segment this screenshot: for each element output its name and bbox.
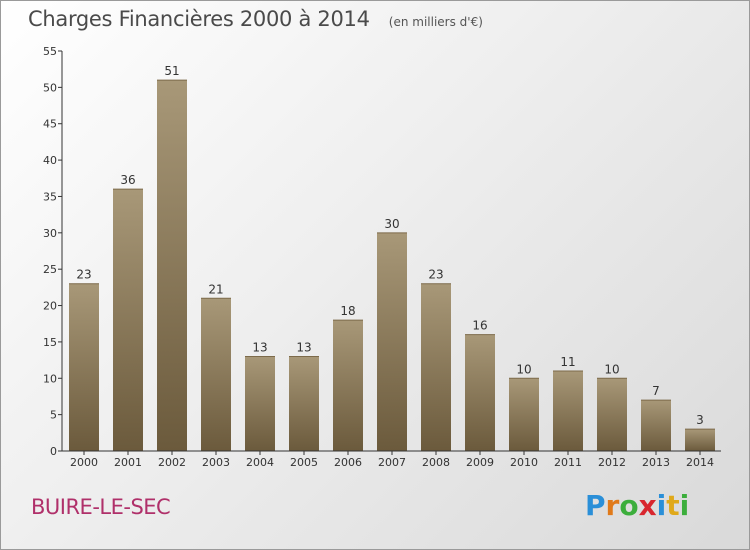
bar-value-label: 51 [164,64,179,78]
x-tick-label: 2005 [290,456,318,469]
bar-2007 [377,232,407,451]
logo-letter: t [666,489,680,522]
bar-2009 [465,334,495,451]
y-tick-label: 0 [50,445,57,458]
bar-2011 [553,371,583,451]
logo-letter: i [679,489,690,522]
bar-2008 [421,283,451,451]
bar-value-label: 23 [76,268,91,282]
x-tick-label: 2004 [246,456,274,469]
bar-value-label: 30 [384,217,399,231]
bar-value-label: 23 [428,268,443,282]
bar-value-label: 18 [340,304,355,318]
title-row: Charges Financières 2000 à 2014 (en mill… [28,7,483,31]
x-tick-label: 2010 [510,456,538,469]
bar-2010 [509,378,539,451]
bar-2005 [289,356,319,451]
bar-value-label: 13 [296,340,311,354]
bar-2003 [201,298,231,451]
y-tick-label: 10 [43,372,57,385]
x-tick-label: 2013 [642,456,670,469]
logo-letter: i [656,489,667,522]
bar-value-label: 16 [472,319,487,333]
bar-2012 [597,378,627,451]
y-tick-label: 45 [43,118,57,131]
x-tick-label: 2014 [686,456,714,469]
x-tick-label: 2006 [334,456,362,469]
x-tick-label: 2003 [202,456,230,469]
proxiti-logo: Proxiti [585,489,689,522]
bar-2002 [157,80,187,451]
bar-value-label: 10 [516,362,531,376]
x-tick-label: 2002 [158,456,186,469]
y-tick-label: 35 [43,190,57,203]
y-tick-label: 40 [43,154,57,167]
x-tick-label: 2011 [554,456,582,469]
bar-value-label: 7 [652,384,660,398]
bar-value-label: 36 [120,173,135,187]
bar-2006 [333,320,363,451]
x-tick-label: 2009 [466,456,494,469]
bar-value-label: 10 [604,362,619,376]
bar-value-label: 11 [560,355,575,369]
x-tick-label: 2000 [70,456,98,469]
y-tick-label: 20 [43,300,57,313]
x-tick-label: 2012 [598,456,626,469]
bar-2000 [69,283,99,451]
logo-letter: r [605,489,620,522]
x-tick-label: 2007 [378,456,406,469]
place-name: BUIRE-LE-SEC [31,495,171,519]
bar-value-label: 13 [252,340,267,354]
x-tick-label: 2008 [422,456,450,469]
bar-2013 [641,400,671,451]
bars-layer: 23 36 51 21 13 13 18 30 23 16 10 11 10 7 3 [69,64,715,451]
y-tick-label: 55 [43,45,57,58]
bar-value-label: 21 [208,282,223,296]
y-tick-label: 30 [43,227,57,240]
logo-letter: o [619,489,639,522]
axis-layer: 0 5 10 15 20 25 30 35 40 45 50 55 2000 2001 2002 2003 20… [43,45,721,469]
y-tick-label: 5 [50,409,57,422]
bar-value-label: 3 [696,413,704,427]
y-tick-label: 15 [43,336,57,349]
y-tick-label: 50 [43,81,57,94]
bar-2014 [685,429,715,451]
bar-2001 [113,189,143,451]
logo-letter: x [638,489,657,522]
bar-2004 [245,356,275,451]
logo-letter: P [585,489,606,522]
y-tick-label: 25 [43,263,57,276]
chart-title: Charges Financières 2000 à 2014 [28,7,370,31]
x-tick-label: 2001 [114,456,142,469]
chart-subtitle: (en milliers d'€) [388,15,483,29]
